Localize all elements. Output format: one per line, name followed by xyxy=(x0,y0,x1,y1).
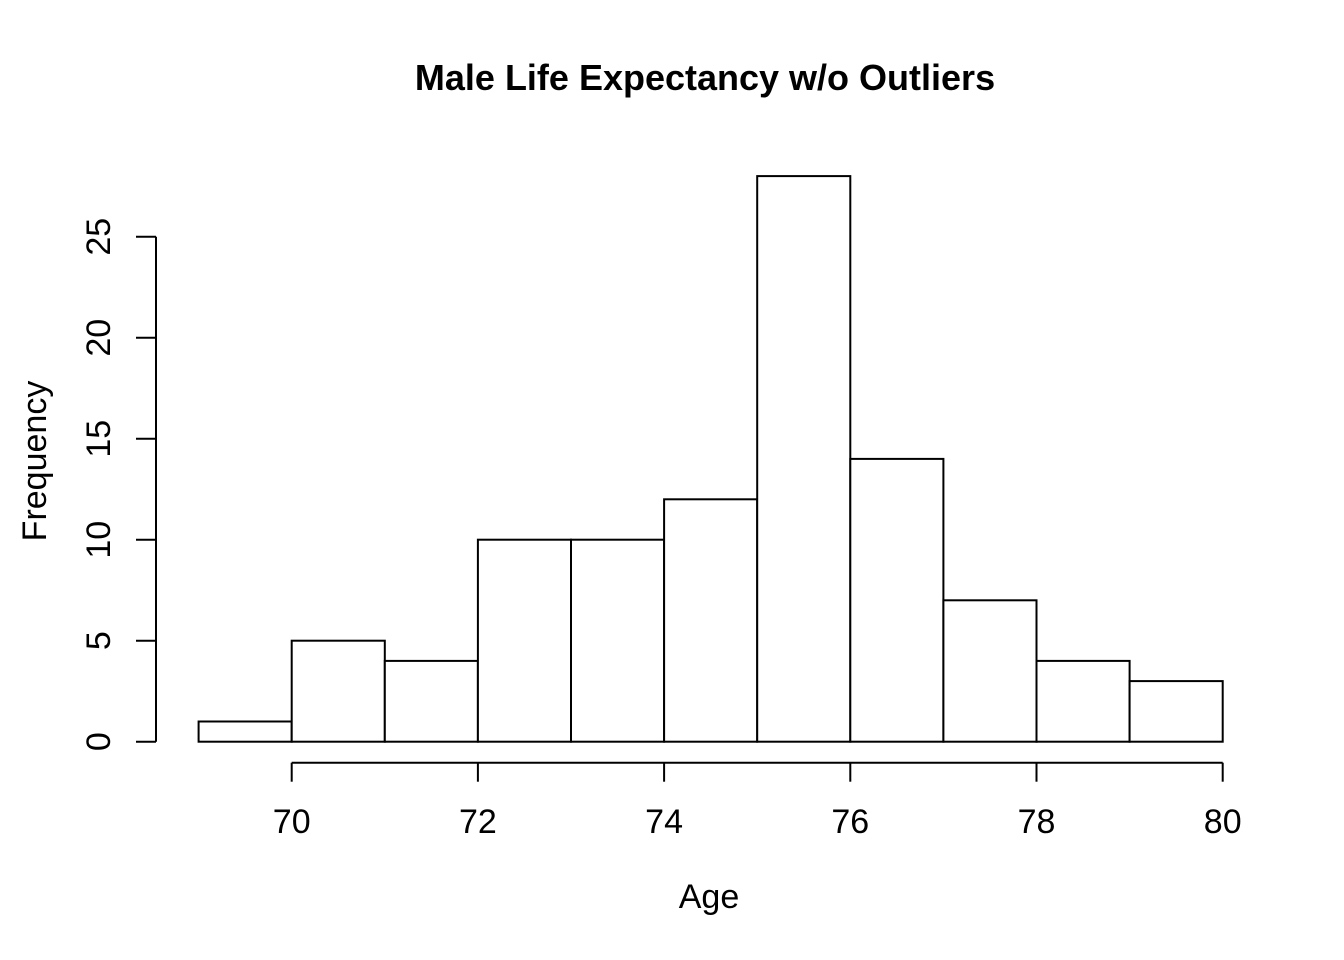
y-tick-label: 10 xyxy=(80,521,118,559)
y-axis: 0 5 10 15 20 25 xyxy=(80,218,157,751)
histogram-bar xyxy=(849,457,945,743)
histogram-bar xyxy=(290,639,386,743)
x-tick-label: 70 xyxy=(273,803,311,841)
y-tick-label: 25 xyxy=(80,218,118,256)
histogram-bar xyxy=(476,538,572,743)
histogram-bar xyxy=(663,498,759,743)
y-tick-label: 0 xyxy=(80,732,118,751)
histogram-bar xyxy=(197,720,293,743)
y-tick-label: 15 xyxy=(80,420,118,458)
y-tick-label: 5 xyxy=(80,631,118,650)
x-tick-label: 76 xyxy=(831,803,869,841)
histogram-bar xyxy=(1035,659,1131,743)
x-tick-label: 74 xyxy=(645,803,683,841)
histogram-bar xyxy=(383,659,479,743)
x-tick-label: 80 xyxy=(1204,803,1242,841)
x-axis: 70 72 74 76 78 80 xyxy=(273,761,1242,841)
histogram-bar xyxy=(570,538,666,743)
histogram-bar xyxy=(756,175,852,743)
x-tick-label: 78 xyxy=(1018,803,1056,841)
x-tick-label: 72 xyxy=(459,803,497,841)
histogram-bar xyxy=(1128,680,1224,743)
bars-group xyxy=(197,175,1224,743)
y-axis-label: Frequency xyxy=(16,381,54,542)
chart-title: Male Life Expectancy w/o Outliers xyxy=(415,57,995,98)
x-axis-label: Age xyxy=(679,878,740,916)
histogram-bar xyxy=(942,599,1038,743)
y-tick-label: 20 xyxy=(80,319,118,357)
